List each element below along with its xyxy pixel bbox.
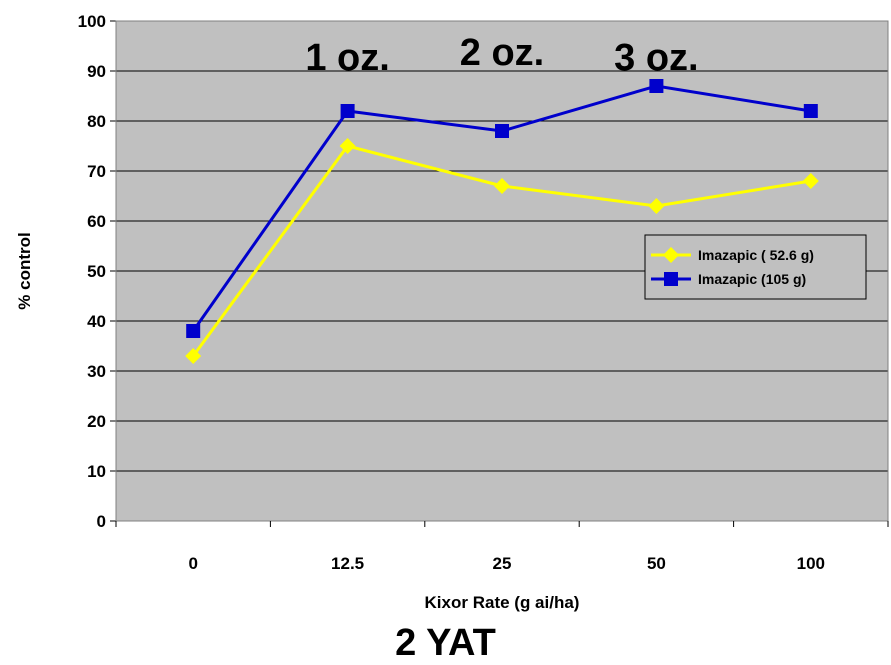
y-tick-label: 30	[87, 362, 106, 381]
data-point-diamond	[494, 178, 510, 194]
y-tick-label: 20	[87, 412, 106, 431]
y-tick-labels: 0 10 20 30 40 50 60 70 80 90 100	[78, 12, 106, 531]
series-2	[186, 79, 818, 338]
y-tick-label: 90	[87, 62, 106, 81]
y-tick-label: 50	[87, 262, 106, 281]
legend-item: Imazapic ( 52.6 g)	[651, 247, 814, 263]
data-point-square	[664, 272, 678, 286]
series-1	[185, 138, 819, 364]
data-point-square	[803, 104, 818, 118]
data-point-diamond	[802, 173, 819, 189]
legend-label: Imazapic ( 52.6 g)	[698, 247, 814, 263]
chart-caption: 2 YAT	[395, 622, 496, 664]
data-point-square	[495, 124, 509, 138]
y-tick-label: 0	[97, 512, 106, 531]
data-point-square	[340, 104, 355, 118]
x-tick-label: 50	[647, 554, 666, 573]
data-point-square	[186, 324, 201, 338]
annotations: 1 oz. 2 oz. 3 oz.	[305, 32, 698, 79]
legend-box	[644, 234, 867, 300]
plot-border	[115, 20, 889, 522]
y-tick-label: 100	[78, 12, 106, 31]
x-tick-labels: 0 12.5 25 50 100	[188, 554, 825, 573]
data-point-diamond	[648, 198, 665, 214]
y-tick-label: 80	[87, 112, 106, 131]
x-axis-title: Kixor Rate (g ai/ha)	[425, 593, 580, 612]
y-tick-label: 40	[87, 312, 106, 331]
annotation-label: 3 oz.	[614, 37, 698, 79]
x-tick-label: 12.5	[331, 554, 364, 573]
axes	[115, 20, 889, 527]
data-point-diamond	[339, 138, 356, 154]
y-axis-title: % control	[15, 232, 34, 309]
legend-label: Imazapic (105 g)	[698, 271, 806, 287]
data-point-square	[649, 79, 664, 93]
legend-item: Imazapic (105 g)	[651, 271, 806, 287]
data-point-diamond	[185, 348, 202, 364]
x-tick-label: 100	[797, 554, 825, 573]
x-tick-label: 25	[493, 554, 512, 573]
y-tick-label: 60	[87, 212, 106, 231]
series-group	[185, 79, 819, 364]
annotation-label: 2 oz.	[460, 32, 544, 74]
y-tick-label: 70	[87, 162, 106, 181]
x-tick-label: 0	[188, 554, 197, 573]
annotation-label: 1 oz.	[305, 37, 389, 79]
data-point-diamond	[663, 247, 679, 263]
y-tick-label: 10	[87, 462, 106, 481]
legend: Imazapic ( 52.6 g) Imazapic (105 g)	[644, 234, 867, 300]
